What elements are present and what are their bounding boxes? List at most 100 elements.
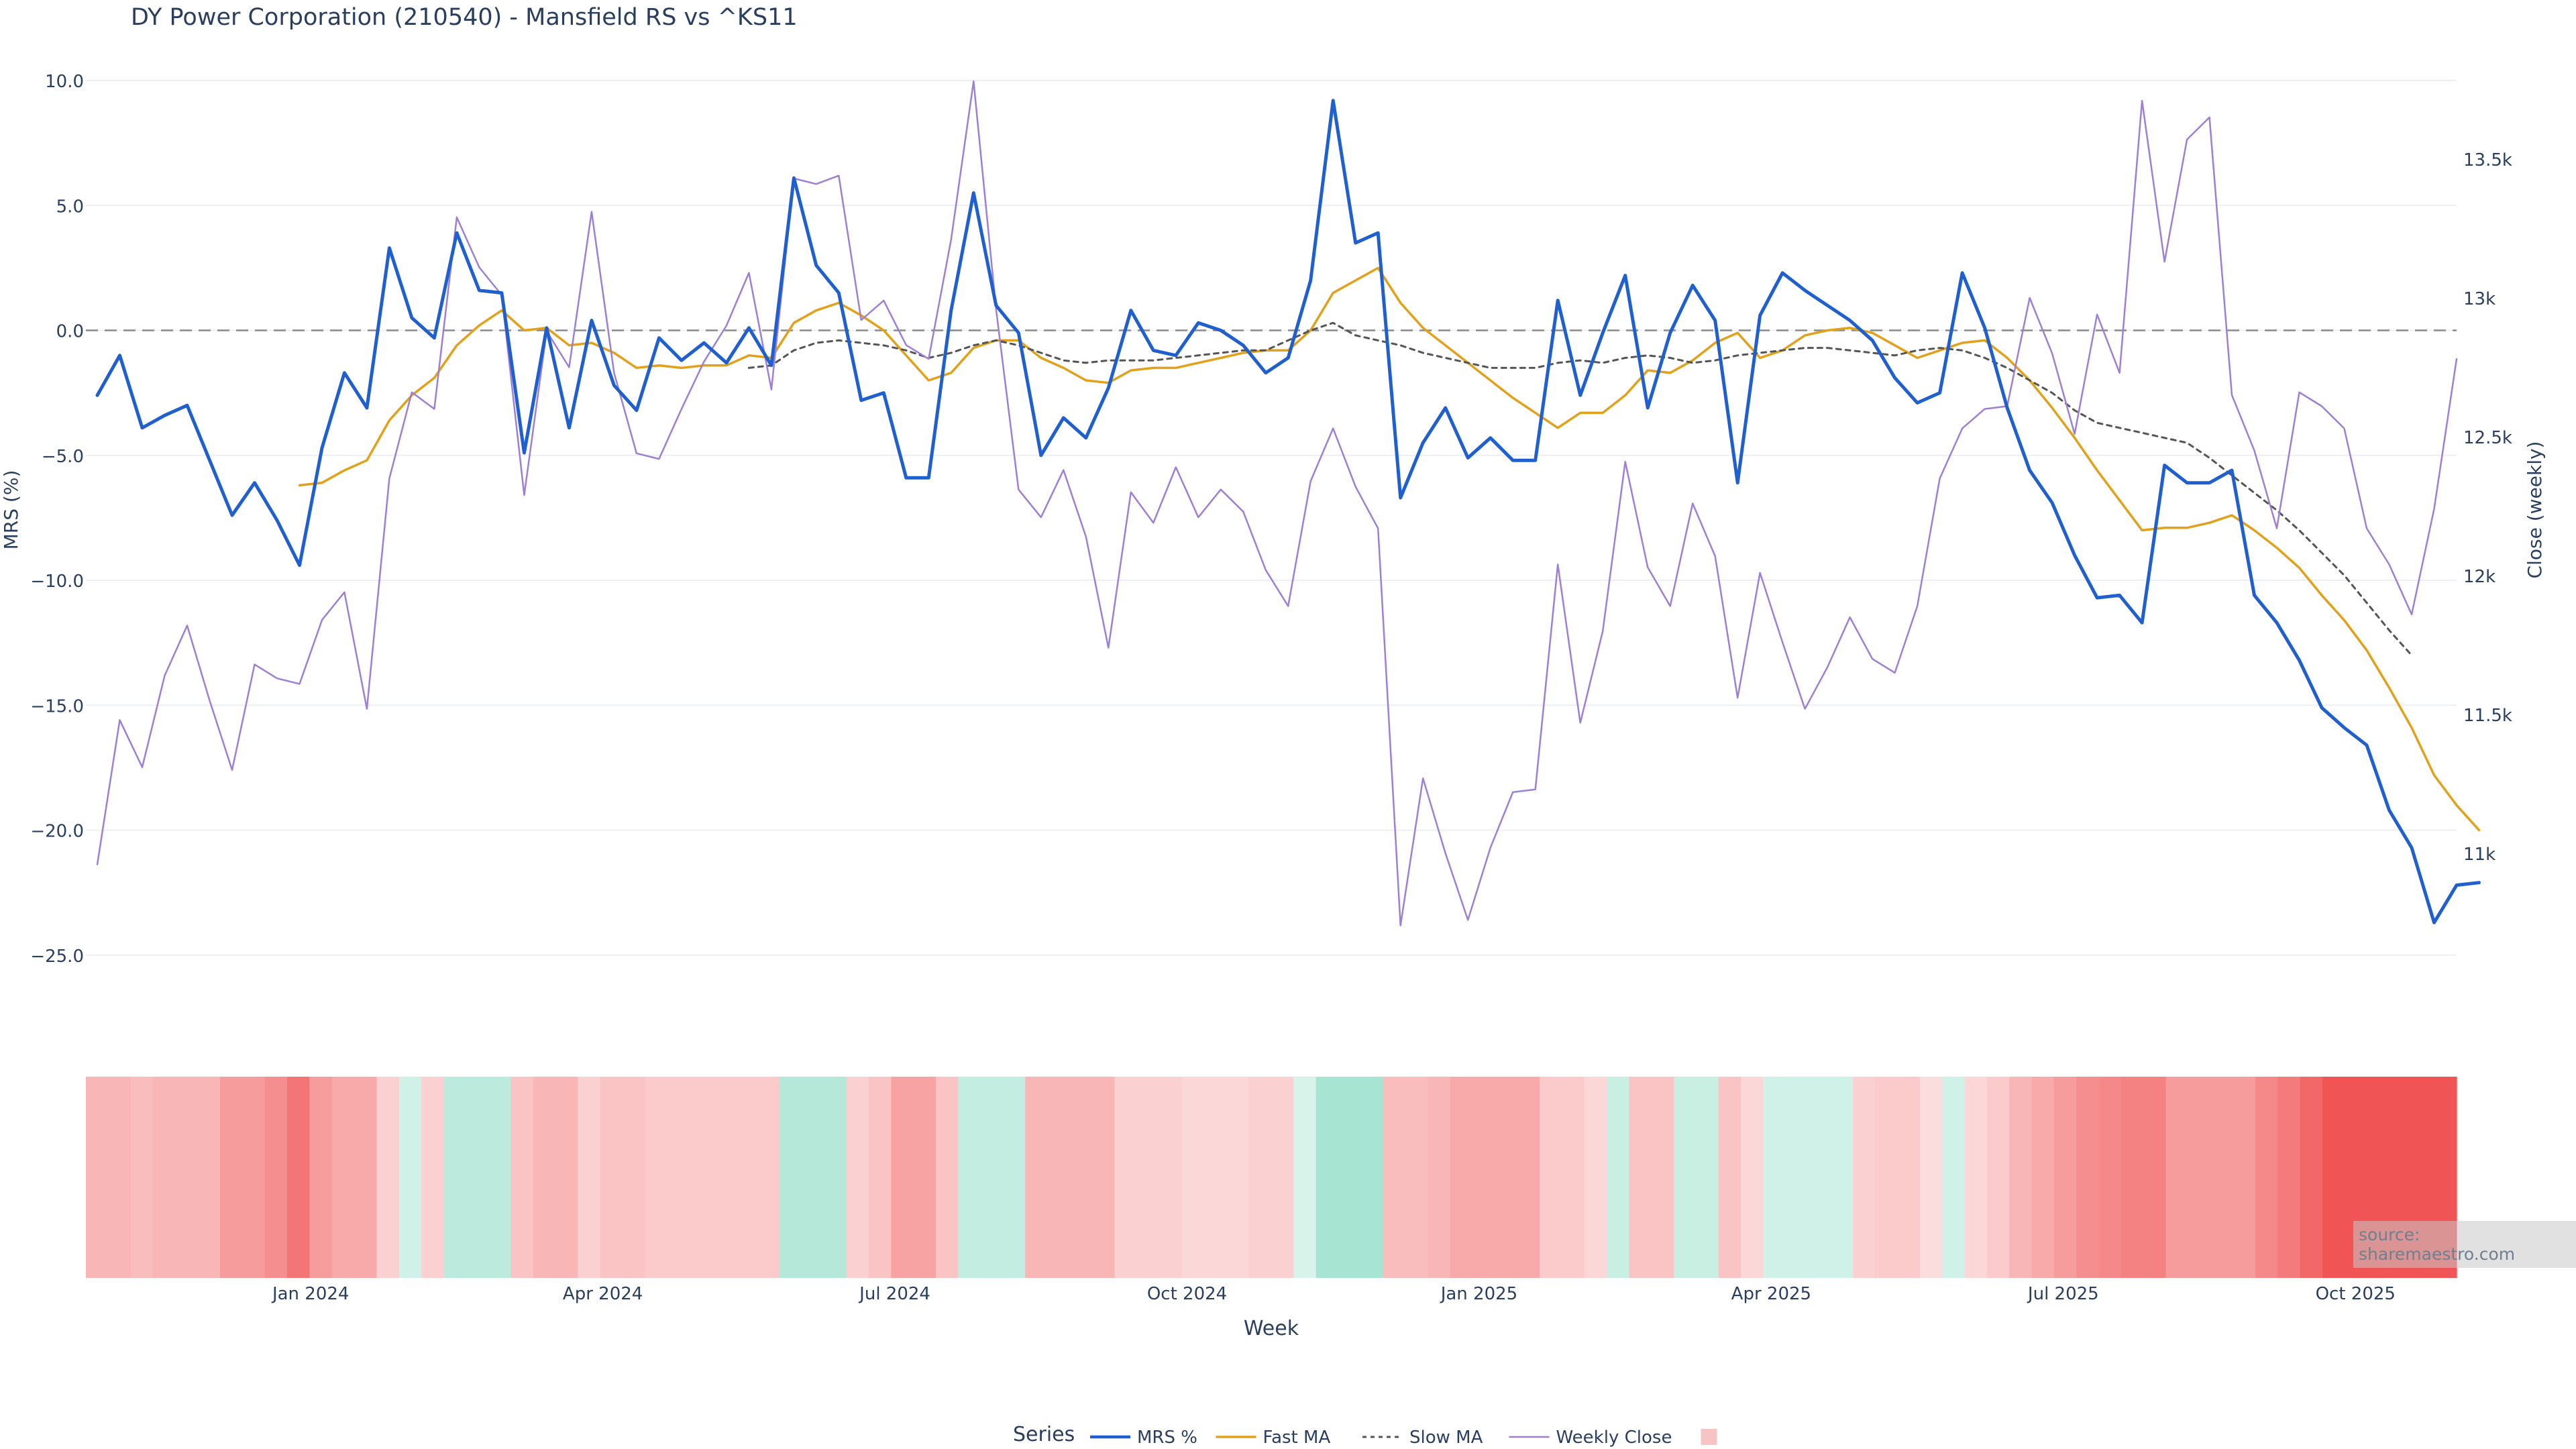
heatmap-cell	[1942, 1077, 1966, 1278]
heatmap-cell	[533, 1077, 556, 1278]
y-tick-label-left: −5.0	[42, 447, 84, 467]
legend-label[interactable]: Slow MA	[1409, 1428, 1483, 1448]
heatmap-cell	[1069, 1077, 1093, 1278]
heatmap-cell	[130, 1077, 154, 1278]
heatmap-cell	[153, 1077, 176, 1278]
heatmap-cell	[1047, 1077, 1071, 1278]
y-tick-label-left: 5.0	[56, 197, 84, 217]
heatmap-cell	[488, 1077, 512, 1278]
heatmap-cell	[2009, 1077, 2033, 1278]
legend-label[interactable]: Fast MA	[1263, 1428, 1331, 1448]
heatmap-cell	[1763, 1077, 1786, 1278]
heatmap-cell	[1203, 1077, 1227, 1278]
heatmap-cell	[1674, 1077, 1697, 1278]
heatmap-cell	[2255, 1077, 2278, 1278]
x-tick-label: Jul 2025	[2027, 1284, 2099, 1304]
series-line-weekly-close	[96, 80, 2458, 926]
y-tick-label-right: 11.5k	[2463, 706, 2512, 726]
heatmap-cell	[1875, 1077, 1898, 1278]
heatmap-cell	[2322, 1077, 2345, 1278]
series-line-mrs	[95, 99, 2481, 924]
heatmap-cell	[108, 1077, 131, 1278]
heatmap-cell	[1852, 1077, 1876, 1278]
x-tick-label: Oct 2024	[1147, 1284, 1227, 1304]
heatmap-cell	[242, 1077, 266, 1278]
heatmap-cell	[1428, 1077, 1451, 1278]
heatmap-cell	[578, 1077, 601, 1278]
source-note: source: sharemaestro.com	[2353, 1221, 2576, 1268]
legend-swatch-heatmap[interactable]	[1701, 1429, 1717, 1445]
legend-label[interactable]: Weekly Close	[1556, 1428, 1672, 1448]
heatmap-cell	[600, 1077, 623, 1278]
x-tick-label: Jul 2024	[858, 1284, 930, 1304]
heatmap-cell	[1450, 1077, 1473, 1278]
y-axis-title-left: MRS (%)	[0, 470, 22, 550]
heatmap-cell	[1584, 1077, 1607, 1278]
x-axis-title: Week	[1244, 1317, 1299, 1340]
heatmap-cell	[331, 1077, 355, 1278]
y-tick-label-left: −10.0	[30, 572, 84, 592]
series-line-slow-ma	[747, 321, 2413, 657]
heatmap-cell	[824, 1077, 847, 1278]
x-tick-label: Jan 2024	[271, 1284, 350, 1304]
heatmap-cell	[868, 1077, 892, 1278]
heatmap-cell	[197, 1077, 221, 1278]
heatmap-cell	[980, 1077, 1004, 1278]
series-layer	[95, 80, 2481, 926]
y-tick-label-right: 12.5k	[2463, 428, 2512, 448]
heatmap-cell	[2031, 1077, 2055, 1278]
y-axis-title-right: Close (weekly)	[2524, 441, 2546, 579]
x-tick-label: Apr 2025	[1731, 1284, 1811, 1304]
heatmap-cell	[1002, 1077, 1026, 1278]
heatmap-cell	[1114, 1077, 1138, 1278]
heatmap-cell	[801, 1077, 824, 1278]
heatmap-cell	[511, 1077, 534, 1278]
heatmap-cell	[667, 1077, 690, 1278]
axis-layer: 10.0 5.0 0.0 −5.0 −10.0 −15.0 −20.0 −25.0 13.5k 1…	[0, 72, 2546, 1340]
heatmap-cell	[421, 1077, 445, 1278]
x-tick-label: Oct 2025	[2316, 1284, 2396, 1304]
heatmap-cell	[354, 1077, 378, 1278]
heatmap-cell	[175, 1077, 199, 1278]
heatmap-cell	[2210, 1077, 2234, 1278]
heatmap-cell	[1248, 1077, 1272, 1278]
heatmap-cell	[555, 1077, 579, 1278]
heatmap-cell	[2143, 1077, 2167, 1278]
heatmap-cell	[690, 1077, 713, 1278]
heatmap-cell	[287, 1077, 310, 1278]
heatmap-cell	[1562, 1077, 1585, 1278]
heatmap-cell	[2188, 1077, 2211, 1278]
heatmap-cell	[1540, 1077, 1563, 1278]
heatmap-cell	[623, 1077, 646, 1278]
heatmap-cell	[1808, 1077, 1831, 1278]
heatmap-cell	[2053, 1077, 2077, 1278]
heatmap-cell	[2121, 1077, 2144, 1278]
heatmap-cell	[86, 1077, 109, 1278]
series-line-fast-ma	[298, 266, 2481, 832]
heatmap-cell	[712, 1077, 735, 1278]
legend-title: Series	[1013, 1423, 1075, 1446]
heatmap-cell	[1405, 1077, 1428, 1278]
legend-label[interactable]: MRS %	[1137, 1428, 1197, 1448]
y-tick-label-right: 11k	[2463, 845, 2496, 865]
heatmap-cell	[1293, 1077, 1317, 1278]
heatmap-cell	[1964, 1077, 1988, 1278]
heatmap-cell	[1651, 1077, 1674, 1278]
y-tick-label-left: −15.0	[30, 696, 84, 716]
heatmap-cell	[891, 1077, 914, 1278]
heatmap-cell	[264, 1077, 288, 1278]
heatmap-cell	[1360, 1077, 1384, 1278]
heatmap-cell	[1181, 1077, 1205, 1278]
heatmap-cell	[2233, 1077, 2256, 1278]
heatmap-cell	[913, 1077, 936, 1278]
heatmap-cell	[1226, 1077, 1250, 1278]
x-tick-label: Apr 2024	[563, 1284, 643, 1304]
heatmap-cell	[935, 1077, 959, 1278]
heatmap-cell	[1517, 1077, 1540, 1278]
heatmap-cell	[220, 1077, 243, 1278]
heatmap-cell	[779, 1077, 802, 1278]
y-tick-label-left: 0.0	[56, 322, 84, 342]
heatmap-cell	[2300, 1077, 2323, 1278]
y-tick-label-left: 10.0	[45, 72, 84, 92]
